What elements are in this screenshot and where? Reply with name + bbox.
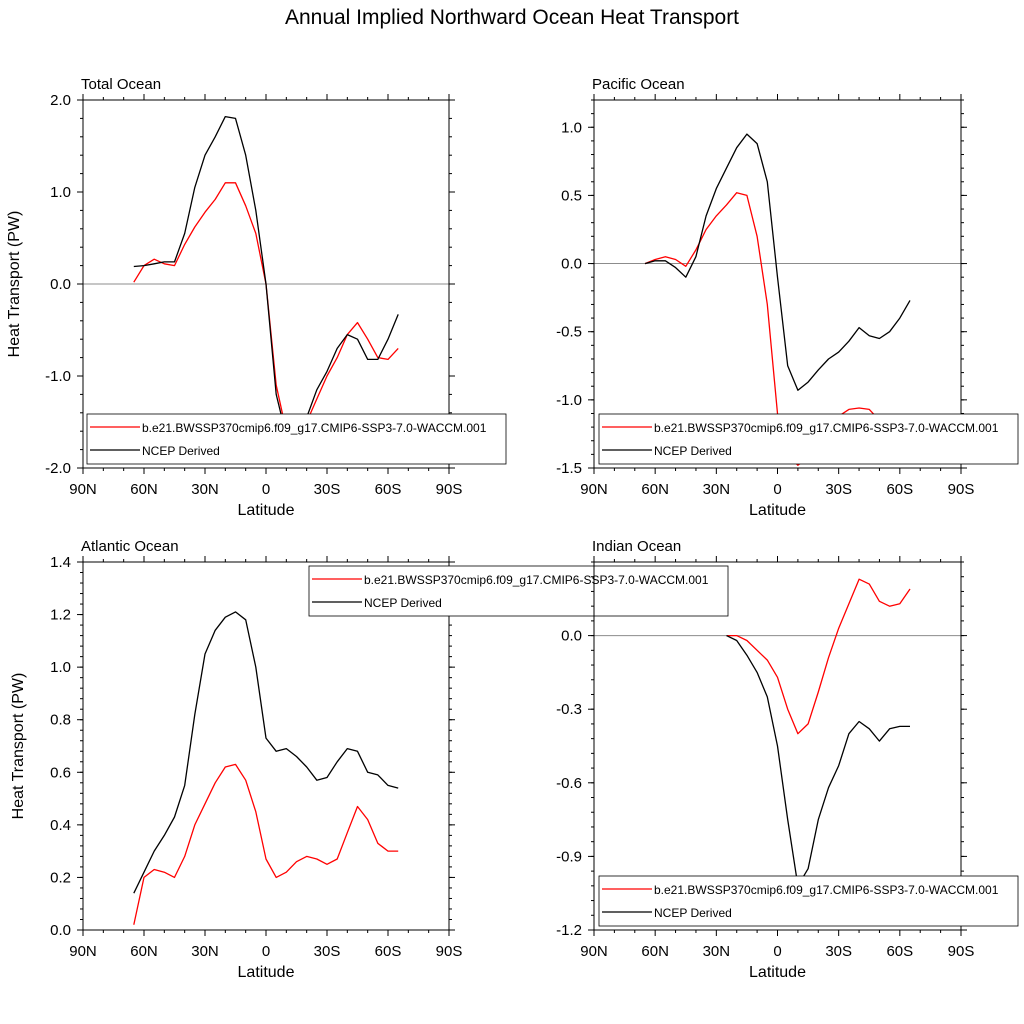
legend-box xyxy=(308,565,729,617)
y-axis-label: Heat Transport (PW) xyxy=(6,211,23,358)
legend-label: NCEP Derived xyxy=(142,444,220,458)
legend: b.e21.BWSSP370cmip6.f09_g17.CMIP6-SSP3-7… xyxy=(308,565,729,617)
x-tick-label: 60N xyxy=(641,481,669,498)
y-tick-label: -1.0 xyxy=(556,392,582,409)
y-tick-label: 0.0 xyxy=(50,276,71,293)
chart-panel-4: Indian Ocean 90N 60N 30N 0 30S 60S 90S 0.0 -0.3 -0… xyxy=(556,538,1019,981)
x-tick-label: 30N xyxy=(191,481,219,498)
x-tick-label: 30S xyxy=(825,481,852,498)
series-line-ncep xyxy=(644,133,911,391)
y-tick-label: -0.3 xyxy=(556,701,582,718)
y-tick-label: 0.0 xyxy=(50,922,71,939)
series-line-model xyxy=(644,192,911,466)
series-line-ncep xyxy=(726,635,910,887)
y-tick-label: 0.5 xyxy=(561,187,582,204)
series-line-model xyxy=(133,763,399,925)
y-tick-label: 0.2 xyxy=(50,869,71,886)
legend-box xyxy=(598,413,1019,465)
y-tick-label: 1.0 xyxy=(561,119,582,136)
x-tick-label: 0 xyxy=(262,943,270,960)
y-tick-label: 0.6 xyxy=(50,764,71,781)
y-tick-label: -0.5 xyxy=(556,324,582,341)
series-line-ncep xyxy=(133,115,399,437)
panel-title: Total Ocean xyxy=(81,76,161,93)
plot-frame xyxy=(593,99,962,469)
chart-panel-1: Total Ocean 90N 60N 30N 0 30S 60S 90S 2.0 1.0 0.0 -… xyxy=(6,76,507,519)
x-tick-label: 60S xyxy=(375,481,402,498)
y-tick-label: 0.0 xyxy=(561,256,582,273)
legend-label: NCEP Derived xyxy=(654,906,732,920)
panel-title: Indian Ocean xyxy=(592,538,681,555)
panel-title: Atlantic Ocean xyxy=(81,538,179,555)
x-tick-label: 0 xyxy=(262,481,270,498)
x-tick-label: 60N xyxy=(130,943,158,960)
x-tick-label: 30N xyxy=(703,481,731,498)
legend-label: b.e21.BWSSP370cmip6.f09_g17.CMIP6-SSP3-7… xyxy=(654,421,999,435)
y-tick-label: -1.0 xyxy=(45,368,71,385)
x-tick-label: 60S xyxy=(886,943,913,960)
series-line-model xyxy=(726,578,911,735)
legend-label: b.e21.BWSSP370cmip6.f09_g17.CMIP6-SSP3-7… xyxy=(142,421,487,435)
x-tick-label: 0 xyxy=(773,943,781,960)
legend-box xyxy=(86,413,507,465)
x-tick-label: 30S xyxy=(825,943,852,960)
x-tick-label: 60N xyxy=(641,943,669,960)
chart-panel-2: Pacific Ocean 90N 60N 30N 0 30S 60S 90S 1.0 0.5 0.… xyxy=(556,76,1019,519)
legend-label: b.e21.BWSSP370cmip6.f09_g17.CMIP6-SSP3-7… xyxy=(654,883,999,897)
x-tick-label: 60S xyxy=(886,481,913,498)
x-tick-label: 90S xyxy=(436,481,463,498)
legend-label: NCEP Derived xyxy=(364,596,442,610)
series-line-ncep xyxy=(133,611,399,894)
y-tick-label: -2.0 xyxy=(45,460,71,477)
x-tick-label: 90N xyxy=(580,481,608,498)
y-tick-label: -1.2 xyxy=(556,922,582,939)
y-tick-label: 0.0 xyxy=(561,628,582,645)
y-tick-label: -1.5 xyxy=(556,460,582,477)
x-axis-label: Latitude xyxy=(749,964,806,981)
x-tick-label: 0 xyxy=(773,481,781,498)
x-tick-label: 60N xyxy=(130,481,158,498)
x-tick-label: 90S xyxy=(948,481,975,498)
y-tick-label: 1.4 xyxy=(50,554,71,571)
x-tick-label: 30S xyxy=(314,943,341,960)
legend-label: NCEP Derived xyxy=(654,444,732,458)
y-tick-label: 1.2 xyxy=(50,607,71,624)
y-tick-label: -0.9 xyxy=(556,848,582,865)
legend: b.e21.BWSSP370cmip6.f09_g17.CMIP6-SSP3-7… xyxy=(86,413,507,465)
x-tick-label: 90N xyxy=(580,943,608,960)
x-tick-label: 90S xyxy=(436,943,463,960)
plot-frame xyxy=(82,561,450,931)
y-tick-label: 0.4 xyxy=(50,817,71,834)
x-axis-label: Latitude xyxy=(749,502,806,519)
x-tick-label: 90S xyxy=(948,943,975,960)
series-line-model xyxy=(133,182,399,437)
legend: b.e21.BWSSP370cmip6.f09_g17.CMIP6-SSP3-7… xyxy=(598,413,1019,465)
y-tick-label: 1.0 xyxy=(50,184,71,201)
y-axis-label: Heat Transport (PW) xyxy=(10,673,27,820)
x-tick-label: 90N xyxy=(69,943,97,960)
x-tick-label: 30N xyxy=(191,943,219,960)
y-tick-label: 1.0 xyxy=(50,659,71,676)
legend-label: b.e21.BWSSP370cmip6.f09_g17.CMIP6-SSP3-7… xyxy=(364,573,709,587)
chart-panel-3: Atlantic Ocean 90N 60N 30N 0 30S 60S 90S 1.4 1.2 1… xyxy=(10,538,729,981)
x-tick-label: 90N xyxy=(69,481,97,498)
x-axis-label: Latitude xyxy=(238,502,295,519)
x-tick-label: 30S xyxy=(314,481,341,498)
plot-frame xyxy=(82,99,450,469)
x-tick-label: 60S xyxy=(375,943,402,960)
legend: b.e21.BWSSP370cmip6.f09_g17.CMIP6-SSP3-7… xyxy=(598,875,1019,927)
y-tick-label: 0.8 xyxy=(50,712,71,729)
panel-title: Pacific Ocean xyxy=(592,76,685,93)
plot-frame xyxy=(593,561,962,931)
y-tick-label: -0.6 xyxy=(556,775,582,792)
x-axis-label: Latitude xyxy=(238,964,295,981)
main-title: Annual Implied Northward Ocean Heat Tran… xyxy=(284,6,740,29)
y-tick-label: 2.0 xyxy=(50,92,71,109)
legend-box xyxy=(598,875,1019,927)
x-tick-label: 30N xyxy=(703,943,731,960)
